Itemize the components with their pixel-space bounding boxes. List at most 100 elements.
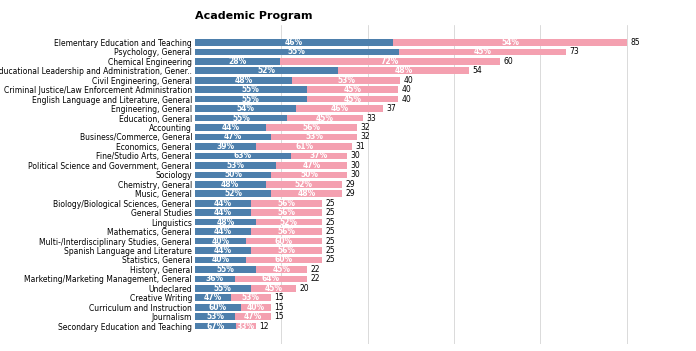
Text: 53%: 53% bbox=[306, 132, 324, 141]
Bar bbox=[246, 257, 322, 263]
Bar bbox=[256, 219, 322, 225]
Bar bbox=[195, 48, 399, 55]
Bar bbox=[291, 153, 347, 159]
Text: 54%: 54% bbox=[501, 38, 519, 47]
Text: 45%: 45% bbox=[343, 95, 361, 104]
Text: 50%: 50% bbox=[224, 170, 242, 179]
Bar bbox=[195, 304, 241, 311]
Bar bbox=[195, 96, 307, 102]
Text: 45%: 45% bbox=[273, 265, 290, 274]
Text: 40: 40 bbox=[402, 95, 411, 104]
Text: 32: 32 bbox=[361, 123, 370, 132]
Bar bbox=[195, 115, 287, 121]
Text: 28%: 28% bbox=[228, 57, 246, 66]
Bar bbox=[246, 238, 322, 244]
Text: 53%: 53% bbox=[242, 293, 260, 302]
Bar bbox=[236, 323, 256, 330]
Bar bbox=[251, 285, 296, 292]
Text: 72%: 72% bbox=[381, 57, 399, 66]
Text: 15: 15 bbox=[274, 303, 284, 312]
Bar bbox=[195, 323, 236, 330]
Text: 47%: 47% bbox=[204, 293, 222, 302]
Bar bbox=[195, 266, 256, 273]
Bar bbox=[235, 276, 307, 282]
Bar bbox=[287, 115, 363, 121]
Text: 45%: 45% bbox=[473, 47, 491, 57]
Text: 52%: 52% bbox=[280, 218, 298, 227]
Bar bbox=[195, 172, 271, 178]
Text: 48%: 48% bbox=[235, 76, 253, 85]
Bar bbox=[195, 228, 251, 235]
Bar bbox=[195, 238, 246, 244]
Text: 33%: 33% bbox=[237, 322, 255, 331]
Text: 40: 40 bbox=[404, 76, 413, 85]
Bar bbox=[195, 143, 256, 150]
Text: 53%: 53% bbox=[226, 161, 244, 170]
Bar bbox=[338, 67, 469, 74]
Text: 40%: 40% bbox=[247, 303, 265, 312]
Text: 56%: 56% bbox=[303, 123, 321, 132]
Bar bbox=[195, 313, 235, 320]
Text: 56%: 56% bbox=[277, 227, 295, 236]
Text: 12: 12 bbox=[260, 322, 269, 331]
Text: 40: 40 bbox=[402, 85, 411, 94]
Bar bbox=[195, 86, 307, 93]
Bar bbox=[195, 162, 276, 169]
Text: 54: 54 bbox=[473, 66, 482, 75]
Text: 39%: 39% bbox=[216, 142, 235, 151]
Text: 47%: 47% bbox=[302, 161, 321, 170]
Bar bbox=[296, 105, 383, 112]
Bar bbox=[241, 304, 271, 311]
Bar bbox=[393, 39, 626, 46]
Text: 46%: 46% bbox=[285, 38, 303, 47]
Text: 64%: 64% bbox=[262, 274, 280, 283]
Text: 55%: 55% bbox=[214, 284, 232, 293]
Bar bbox=[230, 294, 271, 301]
Bar bbox=[195, 294, 230, 301]
Text: 47%: 47% bbox=[224, 132, 242, 141]
Text: 30: 30 bbox=[351, 161, 361, 170]
Text: 36%: 36% bbox=[206, 274, 224, 283]
Bar bbox=[195, 276, 235, 282]
Text: 48%: 48% bbox=[216, 218, 235, 227]
Text: 55%: 55% bbox=[216, 265, 235, 274]
Text: 48%: 48% bbox=[221, 180, 239, 189]
Text: 40%: 40% bbox=[211, 237, 230, 246]
Text: 48%: 48% bbox=[394, 66, 413, 75]
Text: 25: 25 bbox=[325, 218, 335, 227]
Text: 45%: 45% bbox=[343, 85, 361, 94]
Text: 22: 22 bbox=[310, 274, 319, 283]
Text: 48%: 48% bbox=[298, 189, 316, 198]
Text: 37%: 37% bbox=[310, 151, 329, 160]
Text: 44%: 44% bbox=[214, 227, 232, 236]
Text: 46%: 46% bbox=[331, 104, 349, 113]
Text: 55%: 55% bbox=[242, 85, 260, 94]
Bar bbox=[251, 247, 322, 254]
Bar bbox=[195, 124, 267, 131]
Text: 29: 29 bbox=[346, 189, 355, 198]
Bar bbox=[267, 124, 358, 131]
Text: 25: 25 bbox=[325, 227, 335, 236]
Text: 67%: 67% bbox=[206, 322, 224, 331]
Bar bbox=[195, 219, 256, 225]
Bar bbox=[195, 134, 271, 140]
Text: 61%: 61% bbox=[295, 142, 313, 151]
Text: 44%: 44% bbox=[214, 246, 232, 255]
Text: 33: 33 bbox=[366, 114, 376, 122]
Bar bbox=[195, 105, 296, 112]
Bar bbox=[271, 191, 342, 197]
Bar bbox=[292, 77, 400, 84]
Bar bbox=[307, 86, 398, 93]
Text: 29: 29 bbox=[346, 180, 355, 189]
Bar bbox=[195, 257, 246, 263]
Text: 85: 85 bbox=[630, 38, 640, 47]
Bar bbox=[195, 67, 338, 74]
Text: 63%: 63% bbox=[234, 151, 252, 160]
Text: 50%: 50% bbox=[300, 170, 318, 179]
Text: 52%: 52% bbox=[258, 66, 275, 75]
Text: 60%: 60% bbox=[209, 303, 227, 312]
Bar bbox=[195, 58, 280, 65]
Text: 37: 37 bbox=[386, 104, 396, 113]
Text: 25: 25 bbox=[325, 256, 335, 264]
Bar bbox=[195, 209, 251, 216]
